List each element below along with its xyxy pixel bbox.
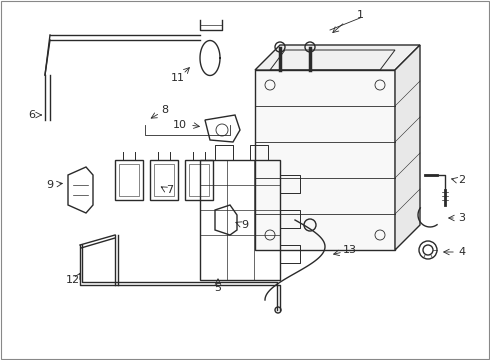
Text: 10: 10 bbox=[173, 120, 187, 130]
Bar bbox=[185, 160, 213, 200]
Polygon shape bbox=[255, 45, 420, 70]
Text: 6: 6 bbox=[28, 110, 35, 120]
Text: 5: 5 bbox=[215, 283, 221, 293]
Text: 11: 11 bbox=[171, 73, 185, 83]
Text: 3: 3 bbox=[459, 213, 466, 223]
Bar bbox=[255, 70, 395, 250]
Bar bbox=[150, 160, 178, 200]
Bar bbox=[115, 160, 143, 200]
Text: 8: 8 bbox=[161, 105, 169, 115]
Text: 7: 7 bbox=[167, 185, 173, 195]
Bar bbox=[119, 164, 139, 196]
Text: 1: 1 bbox=[357, 10, 364, 20]
Text: 4: 4 bbox=[459, 247, 466, 257]
Text: 12: 12 bbox=[66, 275, 80, 285]
Polygon shape bbox=[395, 45, 420, 250]
Text: 9: 9 bbox=[242, 220, 248, 230]
Bar bbox=[154, 164, 174, 196]
Bar bbox=[200, 160, 280, 280]
Text: 13: 13 bbox=[343, 245, 357, 255]
Text: 9: 9 bbox=[47, 180, 53, 190]
Bar bbox=[189, 164, 209, 196]
Text: 2: 2 bbox=[459, 175, 466, 185]
